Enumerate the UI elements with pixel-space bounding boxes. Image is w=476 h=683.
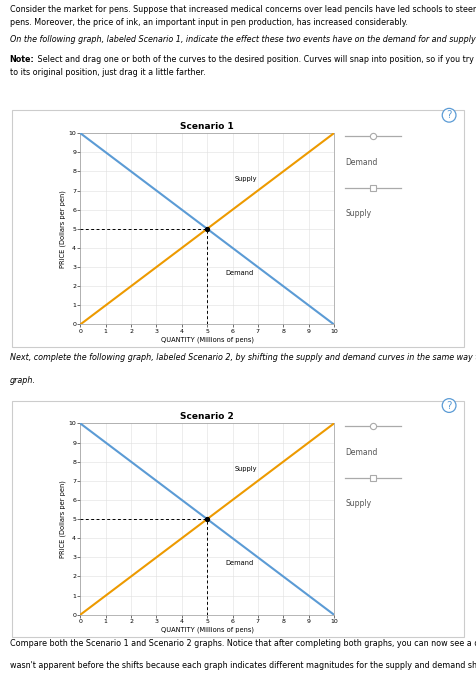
Text: Demand: Demand [346,448,378,457]
Y-axis label: PRICE (Dollars per pen): PRICE (Dollars per pen) [59,190,66,268]
Text: graph.: graph. [10,376,36,385]
X-axis label: QUANTITY (Millions of pens): QUANTITY (Millions of pens) [161,626,254,633]
Text: Demand: Demand [225,560,253,566]
Text: Supply: Supply [346,499,371,508]
Text: ?: ? [446,400,452,410]
FancyBboxPatch shape [12,401,464,637]
Title: Scenario 2: Scenario 2 [180,413,234,421]
Text: wasn't apparent before the shifts because each graph indicates different magnitu: wasn't apparent before the shifts becaus… [10,661,476,670]
Text: Supply: Supply [235,466,258,472]
Y-axis label: PRICE (Dollars per pen): PRICE (Dollars per pen) [59,480,66,558]
Text: pens. Moreover, the price of ink, an important input in pen production, has incr: pens. Moreover, the price of ink, an imp… [10,18,407,27]
FancyBboxPatch shape [12,111,464,347]
Text: Consider the market for pens. Suppose that increased medical concerns over lead : Consider the market for pens. Suppose th… [10,5,476,14]
Text: Supply: Supply [346,209,371,218]
Text: ?: ? [446,110,452,120]
Text: Select and drag one or both of the curves to the desired position. Curves will s: Select and drag one or both of the curve… [35,55,476,64]
Text: Compare both the Scenario 1 and Scenario 2 graphs. Notice that after completing : Compare both the Scenario 1 and Scenario… [10,639,476,647]
Text: to its original position, just drag it a little farther.: to its original position, just drag it a… [10,68,205,77]
Title: Scenario 1: Scenario 1 [180,122,234,131]
Text: Note:: Note: [10,55,34,64]
Text: Supply: Supply [235,176,258,182]
Text: Next, complete the following graph, labeled Scenario 2, by shifting the supply a: Next, complete the following graph, labe… [10,353,476,362]
Text: Demand: Demand [225,270,253,276]
Text: Demand: Demand [346,158,378,167]
Text: On the following graph, labeled Scenario 1, indicate the effect these two events: On the following graph, labeled Scenario… [10,35,476,44]
X-axis label: QUANTITY (Millions of pens): QUANTITY (Millions of pens) [161,336,254,343]
